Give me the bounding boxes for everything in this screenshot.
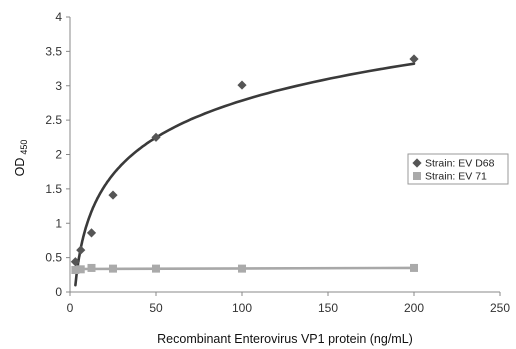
x-tick-label: 250 [490,301,510,315]
y-tick-label: 3 [55,79,62,93]
tick-labels: 0 0.5 1 1.5 2 2.5 3 3.5 4 0 50 100 150 200 250 [45,10,510,315]
trendlines [74,62,416,287]
data-point-series-1 [108,190,118,200]
legend-label-series-2: Strain: EV 71 [425,171,487,183]
data-point-series-2 [71,266,80,274]
y-axis-title: OD 450 [13,140,29,177]
svg-text:OD450: OD 450 [13,140,29,177]
data-point-series-1 [70,257,80,267]
y-axis-title-main: OD [13,158,27,177]
legend-swatch-series-2 [413,172,421,180]
y-tick-label: 1.5 [45,182,62,196]
data-point-series-2 [152,264,160,273]
data-point-series-2 [87,263,96,272]
data-point-series-2 [238,264,246,273]
y-tick-label: 0 [55,285,62,299]
data-point-series-1 [151,132,161,142]
x-tick-label: 100 [232,301,252,315]
data-point-series-1 [237,80,247,90]
x-tick-label: 200 [404,301,424,315]
y-tick-label: 0.5 [45,251,62,265]
legend-box [407,153,509,185]
data-point-series-1 [76,245,86,255]
legend-label-series-1: Strain: EV D68 [425,158,495,170]
y-axis-title-sub: 450 [19,140,29,155]
y-tick-label: 3.5 [45,44,62,58]
data-point-series-2 [76,265,85,274]
y-tick-label: 1 [55,216,62,230]
x-tick-label: 0 [67,301,74,315]
x-tick-label: 150 [318,301,338,315]
x-tick-label: 50 [149,301,163,315]
data-point-series-2 [410,263,418,272]
legend-swatch-series-1 [412,158,422,168]
data-point-series-1 [409,54,419,64]
x-axis-title: Recombinant Enterovirus VP1 protein (ng/… [157,332,413,346]
y-tick-label: 2 [55,148,62,162]
data-point-series-2 [109,264,117,273]
data-markers [70,54,419,274]
axes [66,16,501,296]
y-tick-label: 2.5 [45,113,62,127]
trendline-series-1 [74,62,416,287]
y-tick-label: 4 [55,10,62,24]
data-point-series-1 [86,228,97,238]
